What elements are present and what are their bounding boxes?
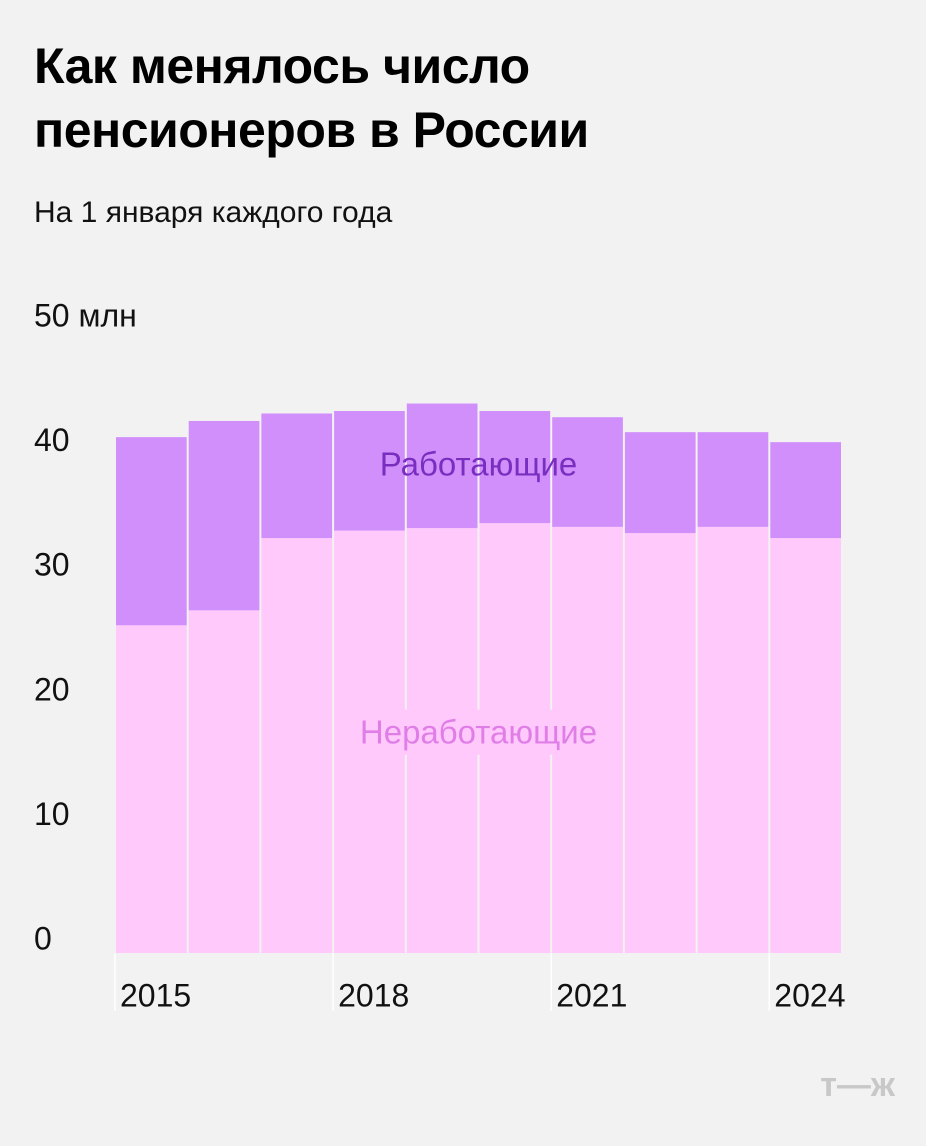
chart-title: Как менялось число пенсионеров в России bbox=[34, 38, 589, 158]
y-tick-label: 20 bbox=[34, 671, 70, 707]
y-tick-label: 50 млн bbox=[34, 297, 137, 333]
logo: т—ж bbox=[820, 1066, 896, 1104]
bar-segment bbox=[479, 410, 551, 524]
series-label: Работающие bbox=[380, 446, 578, 483]
bar-segment bbox=[624, 432, 696, 534]
y-tick-label: 0 bbox=[34, 920, 52, 956]
bar-segment bbox=[770, 538, 841, 953]
x-tick-label: 2018 bbox=[338, 977, 409, 1013]
bar-segment bbox=[188, 420, 260, 611]
bar-segment bbox=[334, 410, 405, 531]
x-tick-label: 2021 bbox=[556, 977, 627, 1013]
bar-segment bbox=[116, 625, 187, 953]
y-tick-label: 40 bbox=[34, 422, 70, 458]
bar-segment bbox=[261, 413, 333, 539]
bar-segment bbox=[697, 432, 769, 527]
bar-segment bbox=[261, 538, 333, 953]
x-tick-label: 2024 bbox=[774, 977, 845, 1013]
bar-segment bbox=[552, 417, 623, 527]
bar-segment bbox=[406, 403, 478, 529]
y-tick-label: 10 bbox=[34, 796, 70, 832]
bar-segment bbox=[116, 437, 187, 626]
chart-subtitle: На 1 января каждого года bbox=[34, 196, 393, 229]
x-tick-label: 2015 bbox=[120, 977, 191, 1013]
bar-segment bbox=[188, 610, 260, 953]
bar-segment bbox=[770, 442, 841, 539]
label-background bbox=[353, 709, 604, 755]
y-tick-label: 30 bbox=[34, 547, 70, 583]
bar-segment bbox=[697, 526, 769, 953]
series-label: Неработающие bbox=[360, 714, 597, 751]
bar-segment bbox=[624, 533, 696, 953]
